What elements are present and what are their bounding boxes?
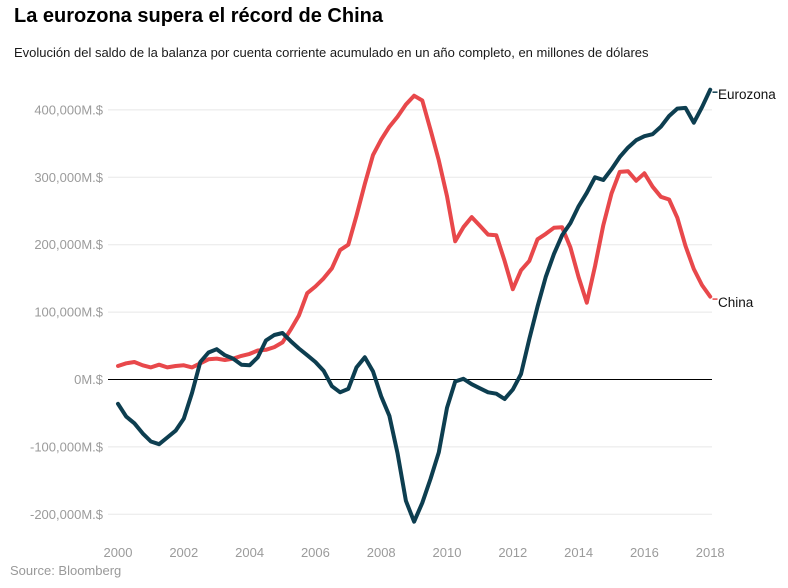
x-axis-tick-label: 2006 [301, 545, 330, 560]
x-axis-tick-label: 2010 [433, 545, 462, 560]
x-axis-tick-label: 2012 [498, 545, 527, 560]
y-axis-tick-label: 200,000M.$ [34, 237, 103, 252]
series-line-china [116, 93, 713, 370]
series-label-eurozona: Eurozona [718, 87, 776, 102]
x-axis-tick-label: 2018 [696, 545, 725, 560]
source-note: Source: Bloomberg [10, 563, 122, 578]
y-axis-tick-label: 400,000M.$ [34, 102, 103, 117]
x-axis-tick-label: 2008 [367, 545, 396, 560]
x-axis-tick-label: 2000 [104, 545, 133, 560]
series-label-china: China [718, 295, 754, 310]
x-axis-tick-label: 2004 [235, 545, 264, 560]
y-axis-tick-label: 300,000M.$ [34, 170, 103, 185]
chart-subtitle: Evolución del saldo de la balanza por cu… [14, 45, 649, 60]
chart-title: La eurozona supera el récord de China [14, 5, 383, 27]
y-axis-tick-label: -100,000M.$ [30, 439, 104, 454]
series-line-eurozona [116, 87, 713, 524]
x-axis-tick-label: 2002 [169, 545, 198, 560]
x-axis-tick-label: 2016 [630, 545, 659, 560]
y-axis-tick-label: -200,000M.$ [30, 507, 104, 522]
x-axis-tick-label: 2014 [564, 545, 593, 560]
y-axis-tick-label: 0M.$ [74, 372, 104, 387]
y-axis-tick-label: 100,000M.$ [34, 305, 103, 320]
